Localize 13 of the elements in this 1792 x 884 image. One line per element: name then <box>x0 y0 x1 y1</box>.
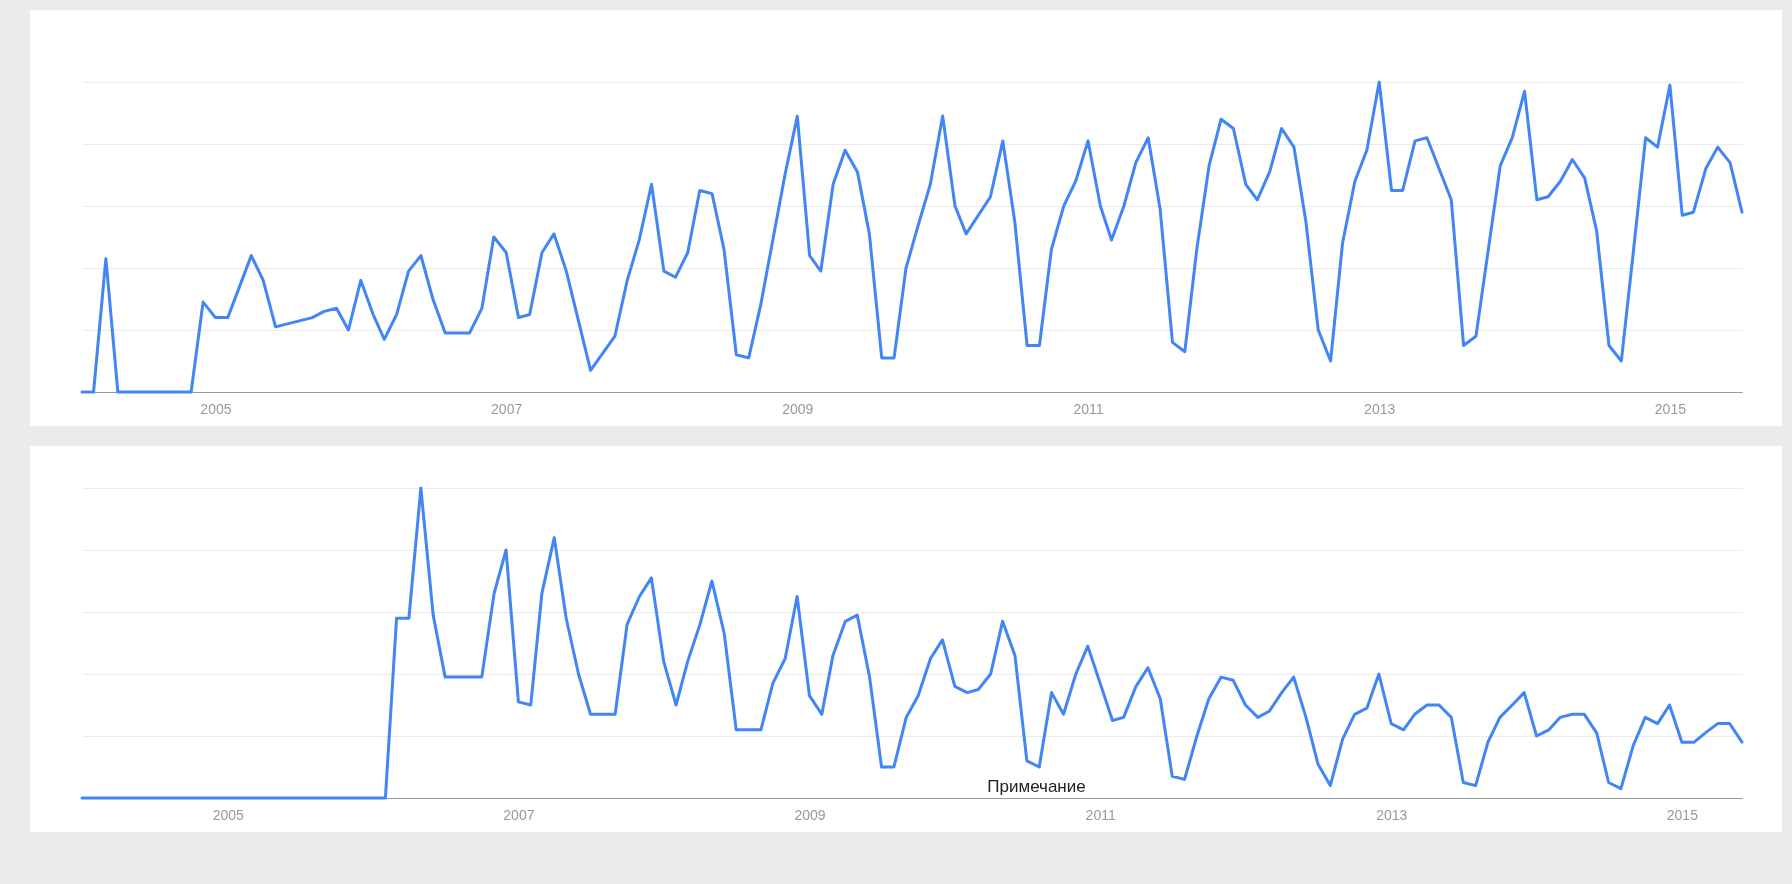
x-tick-label: 2013 <box>1376 806 1408 823</box>
x-tick-label: 2005 <box>212 806 245 823</box>
x-tick-label: 2015 <box>1666 806 1699 823</box>
x-tick-label: 2005 <box>200 400 232 417</box>
x-tick-label: 2009 <box>794 806 826 823</box>
x-tick-label: 2011 <box>1073 400 1104 417</box>
x-tick-label: 2011 <box>1085 806 1116 823</box>
x-tick-label: 2013 <box>1364 400 1396 417</box>
annotation: Примечание <box>987 777 1086 796</box>
x-tick-label: 2015 <box>1654 400 1687 417</box>
x-tick-label: 2009 <box>782 400 814 417</box>
x-tick-label: 2007 <box>491 400 523 417</box>
x-tick-label: 2007 <box>503 806 535 823</box>
